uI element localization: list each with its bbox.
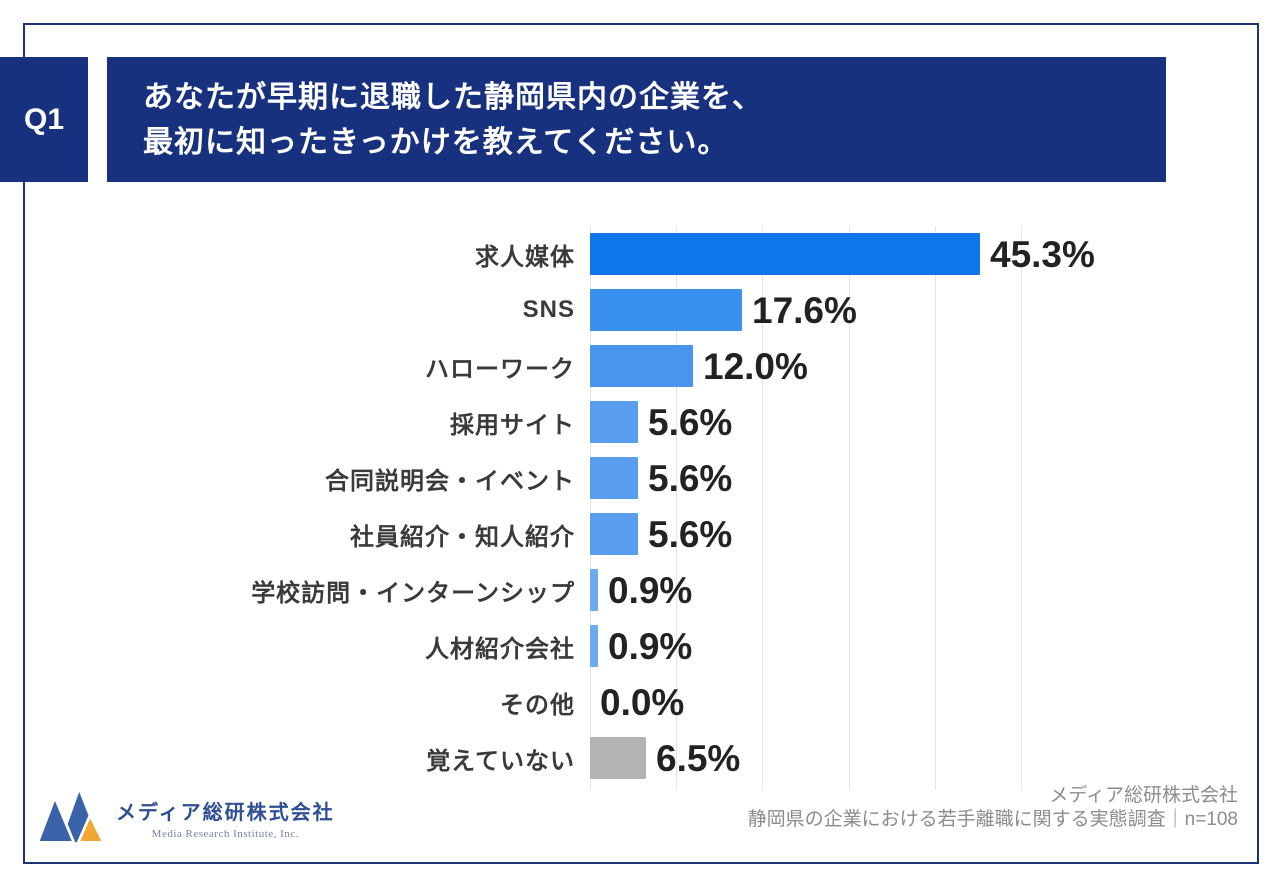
category-label: SNS (522, 296, 575, 323)
value-label: 17.6% (752, 289, 857, 331)
question-title-line1: あなたが早期に退職した静岡県内の企業を、 (143, 80, 763, 114)
question-number-box: Q1 (0, 57, 88, 182)
bar (590, 233, 980, 275)
category-label: ハローワーク (425, 355, 575, 383)
bar (590, 289, 742, 331)
category-label: 覚えていない (426, 747, 575, 775)
value-label: 5.6% (648, 513, 733, 555)
bar-row: ハローワーク 12.0% (0, 338, 1280, 394)
question-title-line2: 最初に知ったきっかけを教えてください。 (143, 125, 729, 159)
source-attribution: メディア総研株式会社 静岡県の企業における若手離職に関する実態調査｜n=108 (748, 784, 1238, 832)
question-title-banner: あなたが早期に退職した静岡県内の企業を、 最初に知ったきっかけを教えてください。 (107, 57, 1166, 182)
bar-row: 採用サイト 5.6% (0, 394, 1280, 450)
source-survey: 静岡県の企業における若手離職に関する実態調査｜n=108 (747, 809, 1238, 830)
bar-row: 合同説明会・イベント 5.6% (0, 450, 1280, 506)
company-name: メディア総研株式会社 (116, 802, 335, 824)
bar-row: 社員紹介・知人紹介 5.6% (0, 506, 1280, 562)
bar-row: 求人媒体 45.3% (0, 226, 1280, 282)
category-label: その他 (500, 691, 575, 719)
bar (590, 737, 646, 779)
footer-logo-block: メディア総研株式会社 Media Research Institute, Inc… (36, 788, 335, 848)
value-label: 5.6% (648, 401, 733, 443)
bar (590, 401, 638, 443)
category-label: 採用サイト (450, 411, 575, 439)
value-label: 6.5% (656, 737, 741, 779)
bar-row: SNS 17.6% (0, 282, 1280, 338)
category-label: 社員紹介・知人紹介 (350, 523, 575, 551)
category-label: 学校訪問・インターンシップ (251, 579, 575, 607)
bar-row: 人材紹介会社 0.9% (0, 618, 1280, 674)
bar (590, 569, 598, 611)
value-label: 45.3% (990, 233, 1095, 275)
bar (590, 625, 598, 667)
bar (590, 513, 638, 555)
value-label: 0.9% (608, 625, 693, 667)
category-label: 合同説明会・イベント (325, 467, 575, 495)
category-label: 求人媒体 (475, 243, 575, 271)
question-number: Q1 (23, 102, 65, 136)
bar-row: 覚えていない 6.5% (0, 730, 1280, 786)
company-name-en: Media Research Institute, Inc. (151, 828, 299, 840)
company-logo-icon (36, 791, 106, 844)
bar (590, 457, 638, 499)
bar-chart: 求人媒体 45.3% SNS 17.6% ハローワーク 12.0% 採用サイト … (0, 226, 1280, 786)
value-label: 12.0% (703, 345, 808, 387)
bar-row: 学校訪問・インターンシップ 0.9% (0, 562, 1280, 618)
bar (590, 345, 693, 387)
category-label: 人材紹介会社 (425, 635, 575, 663)
bar-row: その他 0.0% (0, 674, 1280, 730)
value-label: 0.0% (600, 681, 685, 723)
source-company: メディア総研株式会社 (1049, 785, 1238, 806)
value-label: 5.6% (648, 457, 733, 499)
value-label: 0.9% (608, 569, 693, 611)
